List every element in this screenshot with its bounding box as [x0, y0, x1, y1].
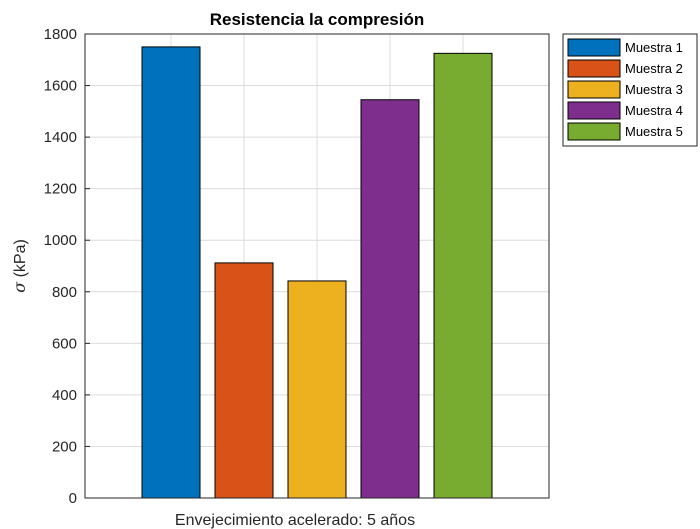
- svg-text:σ (kPa): σ (kPa): [10, 239, 29, 293]
- y-tick-label: 1400: [44, 129, 77, 146]
- bar-muestra-1: [141, 46, 201, 499]
- y-tick-label: 400: [52, 387, 77, 404]
- x-axis-label: Envejecimiento acelerado: 5 años: [175, 512, 415, 529]
- legend-swatch-muestra-4: [567, 101, 621, 120]
- y-axis-ticks: 0 200 400 600 800 1000 1200 1400 1600 1800: [44, 26, 90, 507]
- bar-muestra-3: [287, 280, 347, 499]
- bar-muestra-4: [360, 99, 420, 499]
- bars: [141, 46, 493, 499]
- chart-title: Resistencia la compresión: [210, 10, 424, 29]
- legend-swatch-muestra-1: [567, 38, 621, 57]
- y-tick-label: 1200: [44, 181, 77, 198]
- y-tick-label: 800: [52, 284, 77, 301]
- legend-swatch-muestra-3: [567, 80, 621, 99]
- legend-label-muestra-1: Muestra 1: [625, 40, 683, 55]
- bar-muestra-2: [214, 262, 274, 499]
- y-axis-label-symbol: σ: [10, 281, 29, 293]
- y-axis-label: σ (kPa): [10, 239, 29, 293]
- y-tick-label: 600: [52, 335, 77, 352]
- legend: Muestra 1 Muestra 2 Muestra 3 Muestra 4 Mues…: [562, 33, 698, 147]
- y-tick-label: 1800: [44, 26, 77, 43]
- legend-label-muestra-3: Muestra 3: [625, 82, 683, 97]
- legend-swatch-muestra-2: [567, 59, 621, 78]
- legend-label-muestra-2: Muestra 2: [625, 61, 683, 76]
- axes-frame: [84, 33, 550, 499]
- legend-label-muestra-5: Muestra 5: [625, 124, 683, 139]
- y-tick-label: 200: [52, 438, 77, 455]
- legend-label-muestra-4: Muestra 4: [625, 103, 683, 118]
- y-tick-label: 0: [69, 490, 77, 507]
- y-tick-label: 1000: [44, 232, 77, 249]
- y-tick-label: 1600: [44, 78, 77, 95]
- legend-swatch-muestra-5: [567, 122, 621, 141]
- bar-muestra-5: [433, 52, 493, 499]
- y-axis-label-unit: (kPa): [12, 239, 29, 277]
